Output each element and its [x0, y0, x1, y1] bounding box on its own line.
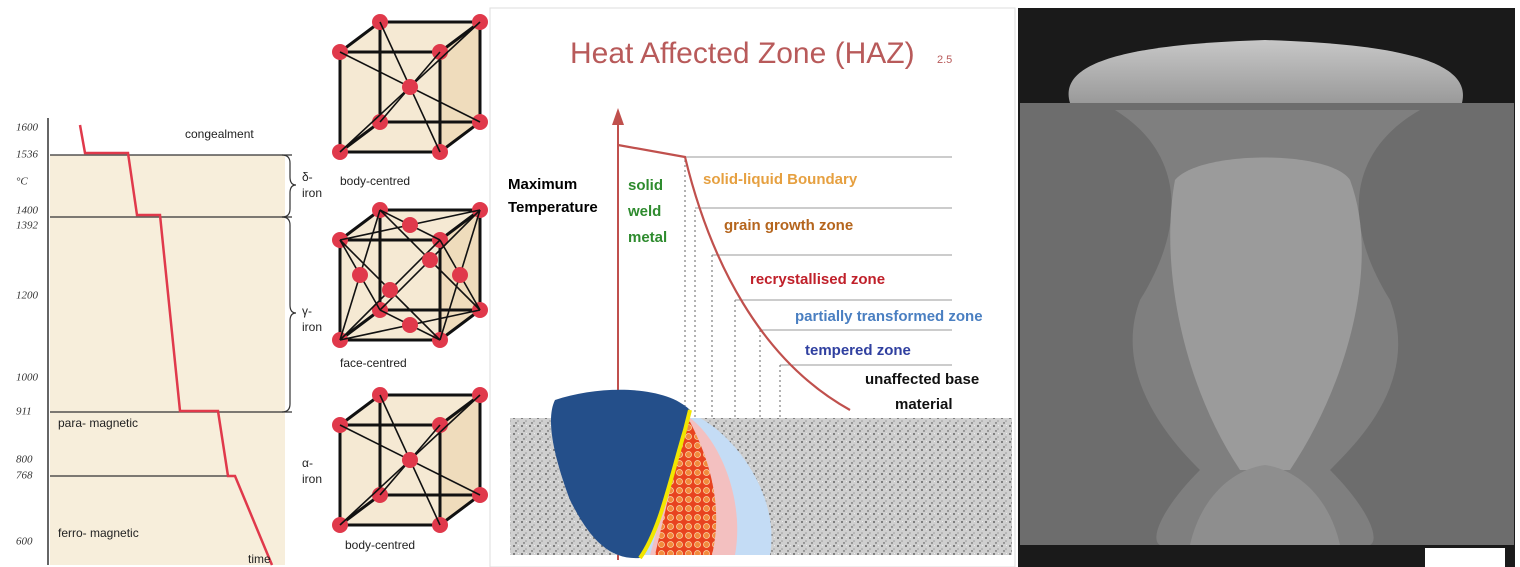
- temperature-label: 600: [16, 536, 33, 548]
- phase-label: γ-: [302, 304, 312, 318]
- cooling-curve: [78, 124, 274, 566]
- zone-label: partially transformed zone: [795, 308, 983, 325]
- weld-label: weld: [627, 203, 661, 220]
- lattice-label: body-centred: [345, 538, 415, 552]
- title: Heat Affected Zone (HAZ): [570, 37, 915, 70]
- slide-number: 2.5: [937, 54, 952, 66]
- y-label: Temperature: [508, 199, 598, 216]
- temperature-label: 1600: [16, 122, 39, 134]
- phase-area: [50, 155, 285, 565]
- phase-label: iron: [302, 472, 322, 486]
- zone-label: recrystallised zone: [750, 271, 885, 288]
- region-label: ferro- magnetic: [58, 526, 139, 540]
- phase-label: α-: [302, 456, 313, 470]
- macrograph: [1018, 8, 1515, 567]
- x-label: time: [248, 552, 271, 566]
- weld-label: solid: [628, 177, 663, 194]
- temperature-label: 1200: [16, 290, 39, 302]
- weld-label: metal: [628, 229, 667, 246]
- phase-label: iron: [302, 186, 322, 200]
- temperature-label: °C: [16, 176, 28, 188]
- zone-label: grain growth zone: [724, 217, 853, 234]
- zone-label: tempered zone: [805, 342, 911, 359]
- phase-label: δ-: [302, 170, 313, 184]
- weld-bead: [550, 389, 690, 559]
- lattice-label: face-centred: [340, 356, 407, 370]
- base-label: material: [895, 396, 953, 413]
- phase-panel: 1600 1536 °C 1400 1392 1200 1000 911 800 768 600 c…: [10, 8, 488, 567]
- temperature-label: 1400: [16, 205, 39, 217]
- region-label: congealment: [185, 127, 254, 141]
- temperature-curve: [617, 143, 851, 411]
- region-label: para- magnetic: [58, 416, 138, 430]
- temperature-label: 768: [16, 470, 33, 482]
- lattice-label: body-centred: [340, 174, 410, 188]
- temperature-label: 1000: [16, 372, 39, 384]
- phase-label: iron: [302, 320, 322, 334]
- temperature-label: 800: [16, 454, 33, 466]
- base-label: unaffected base: [865, 371, 979, 388]
- haz-panel: Heat Affected Zone (HAZ) 2.5 Maximum Tem…: [489, 7, 1016, 567]
- y-label: Maximum: [508, 176, 577, 193]
- temperature-label: 911: [16, 406, 32, 418]
- temperature-label: 1536: [16, 149, 39, 161]
- temperature-label: 1392: [16, 220, 39, 232]
- zone-label: solid-liquid Boundary: [703, 171, 858, 188]
